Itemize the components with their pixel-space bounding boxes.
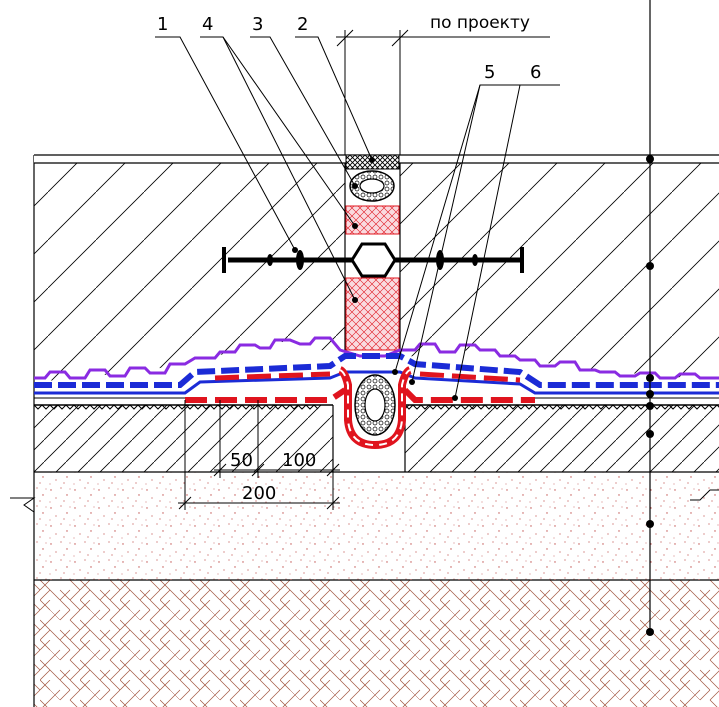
joint-filler <box>345 154 400 351</box>
dimension-200: 200 <box>242 483 276 504</box>
callout-1: 1 <box>157 14 168 35</box>
reference-line <box>646 0 654 636</box>
callout-labels: 1 4 3 2 5 6 по проекту <box>157 13 541 83</box>
callout-5: 5 <box>484 62 495 83</box>
dimension-100: 100 <box>282 450 316 471</box>
note-po-proektu: по проекту <box>430 13 530 33</box>
leader-lines <box>155 29 560 401</box>
sand-layer <box>34 471 719 580</box>
dimension-labels: 50 100 200 <box>230 450 316 504</box>
dimension-50: 50 <box>230 450 253 471</box>
waterstop <box>222 242 524 278</box>
callout-4: 4 <box>202 14 213 35</box>
break-line-right <box>690 489 719 501</box>
waterproofing-membrane <box>34 336 719 450</box>
break-line-left <box>10 497 36 513</box>
gravel-layer <box>34 579 719 707</box>
callout-3: 3 <box>252 14 263 35</box>
dimension-lines <box>178 400 340 510</box>
callout-2: 2 <box>297 14 308 35</box>
callout-6: 6 <box>530 62 541 83</box>
